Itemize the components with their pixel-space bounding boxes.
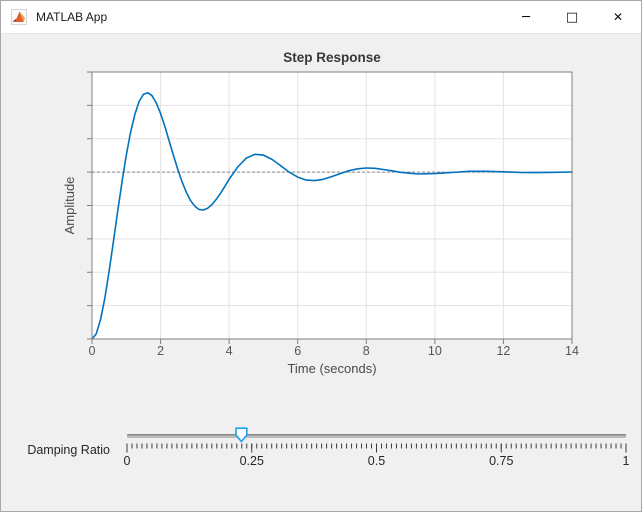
- svg-text:0.75: 0.75: [489, 454, 513, 468]
- slider-thumb[interactable]: [235, 427, 248, 443]
- svg-text:8: 8: [363, 344, 370, 358]
- maximize-button[interactable]: □: [549, 1, 595, 33]
- svg-text:0.5: 0.5: [368, 454, 385, 468]
- title-bar: MATLAB App ─ □ ✕: [1, 1, 641, 34]
- svg-text:0.25: 0.25: [240, 454, 264, 468]
- matlab-logo-icon: [11, 9, 27, 25]
- maximize-icon: □: [565, 9, 579, 25]
- svg-text:12: 12: [496, 344, 510, 358]
- svg-text:14: 14: [565, 344, 579, 358]
- svg-text:0: 0: [89, 344, 96, 358]
- x-axis-label: Time (seconds): [287, 361, 376, 376]
- slider-tick-marks: 0 0.25 0.5 0.75 1: [124, 443, 630, 468]
- response-curve: [91, 91, 573, 340]
- y-axis-label: Amplitude: [62, 177, 77, 235]
- plot-geometry: 0 2 4 6 8 10 12 14: [87, 71, 579, 358]
- minimize-icon: ─: [522, 9, 530, 25]
- svg-text:0: 0: [124, 454, 131, 468]
- svg-text:10: 10: [428, 344, 442, 358]
- step-response-plot: 0 2 4 6 8 10 12 14 Step Response Time (seconds)…: [62, 50, 579, 376]
- window-title: MATLAB App: [36, 10, 108, 24]
- svg-text:1: 1: [623, 454, 630, 468]
- close-button[interactable]: ✕: [595, 1, 641, 33]
- slider-track[interactable]: [127, 434, 626, 438]
- minimize-button[interactable]: ─: [503, 1, 549, 33]
- close-icon: ✕: [612, 10, 624, 24]
- plot-title: Step Response: [283, 50, 381, 65]
- svg-text:4: 4: [226, 344, 233, 358]
- window-controls: ─ □ ✕: [503, 1, 641, 33]
- slider-label: Damping Ratio: [27, 443, 110, 457]
- svg-text:6: 6: [294, 344, 301, 358]
- svg-text:2: 2: [157, 344, 164, 358]
